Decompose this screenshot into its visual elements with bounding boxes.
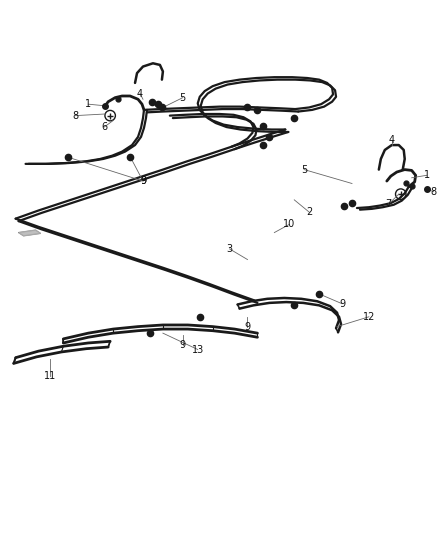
Text: 3: 3: [226, 244, 233, 254]
Text: 9: 9: [244, 321, 251, 332]
Text: 10: 10: [283, 220, 295, 229]
Text: 13: 13: [191, 344, 204, 354]
Text: 5: 5: [301, 165, 307, 175]
Text: 5: 5: [180, 93, 186, 103]
Polygon shape: [18, 230, 40, 236]
Text: 4: 4: [389, 135, 395, 145]
Text: 7: 7: [386, 199, 392, 209]
Text: 8: 8: [72, 111, 78, 120]
Text: 9: 9: [140, 176, 146, 186]
Text: 12: 12: [363, 312, 375, 322]
Text: 1: 1: [424, 171, 430, 180]
Text: 11: 11: [44, 370, 57, 381]
Text: 9: 9: [140, 176, 146, 186]
Text: 1: 1: [85, 99, 92, 109]
Text: 4: 4: [137, 88, 143, 99]
Text: 2: 2: [306, 207, 312, 217]
Text: 6: 6: [101, 122, 107, 132]
Text: 9: 9: [339, 298, 345, 309]
Text: 8: 8: [431, 187, 437, 197]
Text: 9: 9: [180, 340, 186, 350]
